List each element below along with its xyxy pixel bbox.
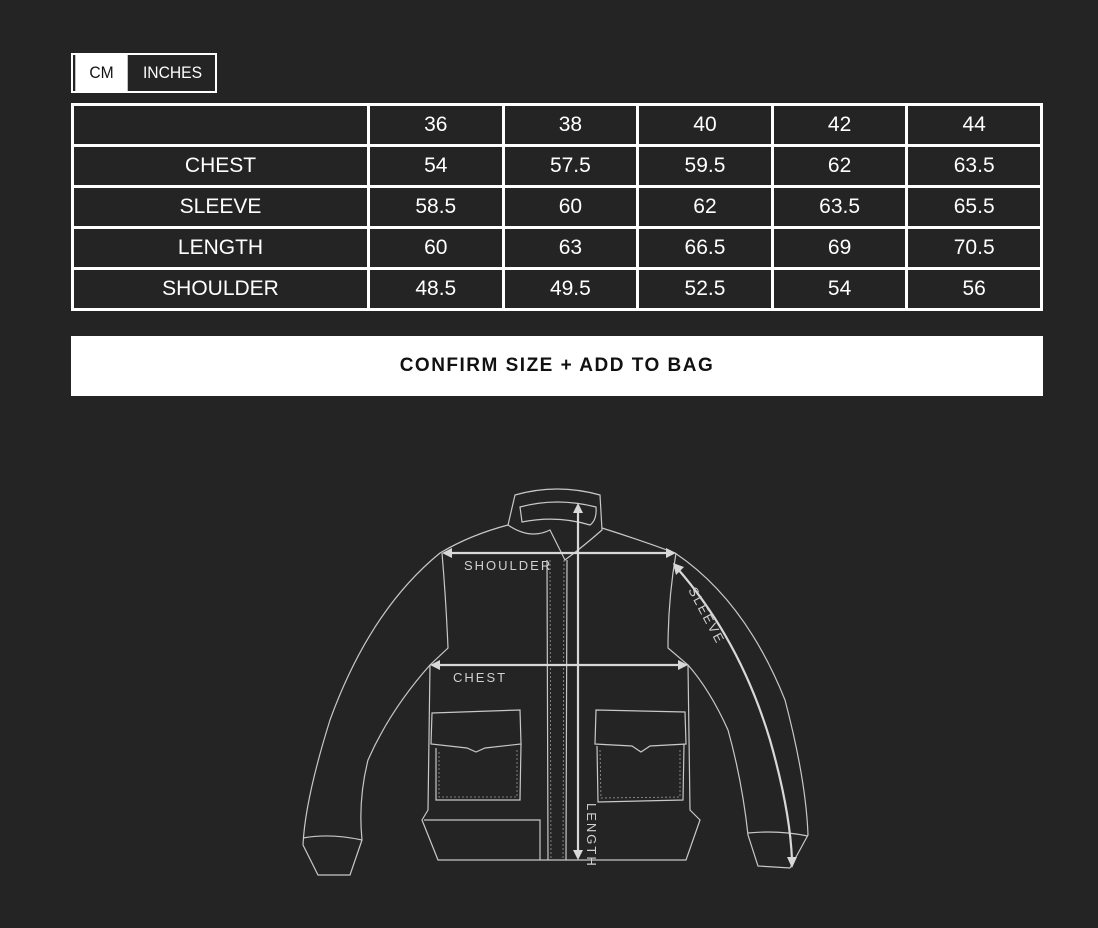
unit-cm-button[interactable]: CM	[75, 55, 128, 91]
table-cell: 63.5	[905, 144, 1043, 188]
table-cell: 62	[636, 185, 774, 229]
length-label: LENGTH	[584, 803, 599, 868]
table-cell: 63	[501, 226, 640, 270]
header-cell: 42	[770, 103, 909, 147]
row-label: SLEEVE	[71, 185, 370, 229]
header-cell: 40	[636, 103, 774, 147]
table-cell: 69	[770, 226, 909, 270]
unit-inches-button[interactable]: INCHES	[133, 55, 212, 91]
table-cell: 63.5	[770, 185, 909, 229]
table-cell: 54	[770, 267, 909, 311]
header-cell: 44	[905, 103, 1043, 147]
header-cell: 36	[367, 103, 505, 147]
chest-label: CHEST	[453, 670, 507, 685]
table-cell: 59.5	[636, 144, 774, 188]
row-label: LENGTH	[71, 226, 370, 270]
row-label: SHOULDER	[71, 267, 370, 311]
table-row: SHOULDER 48.5 49.5 52.5 54 56	[71, 267, 1043, 311]
table-cell: 54	[367, 144, 505, 188]
table-row: CHEST 54 57.5 59.5 62 63.5	[71, 144, 1043, 188]
table-cell: 60	[367, 226, 505, 270]
unit-toggle: CM INCHES	[71, 53, 217, 93]
table-cell: 58.5	[367, 185, 505, 229]
row-label: CHEST	[71, 144, 370, 188]
table-cell: 48.5	[367, 267, 505, 311]
table-cell: 57.5	[501, 144, 640, 188]
table-row: LENGTH 60 63 66.5 69 70.5	[71, 226, 1043, 270]
table-cell: 49.5	[501, 267, 640, 311]
table-cell: 52.5	[636, 267, 774, 311]
table-cell: 56	[905, 267, 1043, 311]
table-cell: 66.5	[636, 226, 774, 270]
table-cell: 65.5	[905, 185, 1043, 229]
table-cell: 62	[770, 144, 909, 188]
header-cell: 38	[501, 103, 640, 147]
size-table: 36 38 40 42 44 CHEST 54 57.5 59.5 62 63.…	[71, 103, 1043, 311]
confirm-size-add-to-bag-button[interactable]: CONFIRM SIZE + ADD TO BAG	[71, 336, 1043, 396]
shoulder-label: SHOULDER	[464, 558, 552, 573]
table-row: SLEEVE 58.5 60 62 63.5 65.5	[71, 185, 1043, 229]
table-header-row: 36 38 40 42 44	[71, 103, 1043, 147]
table-cell: 60	[501, 185, 640, 229]
table-cell: 70.5	[905, 226, 1043, 270]
header-cell	[71, 103, 370, 147]
